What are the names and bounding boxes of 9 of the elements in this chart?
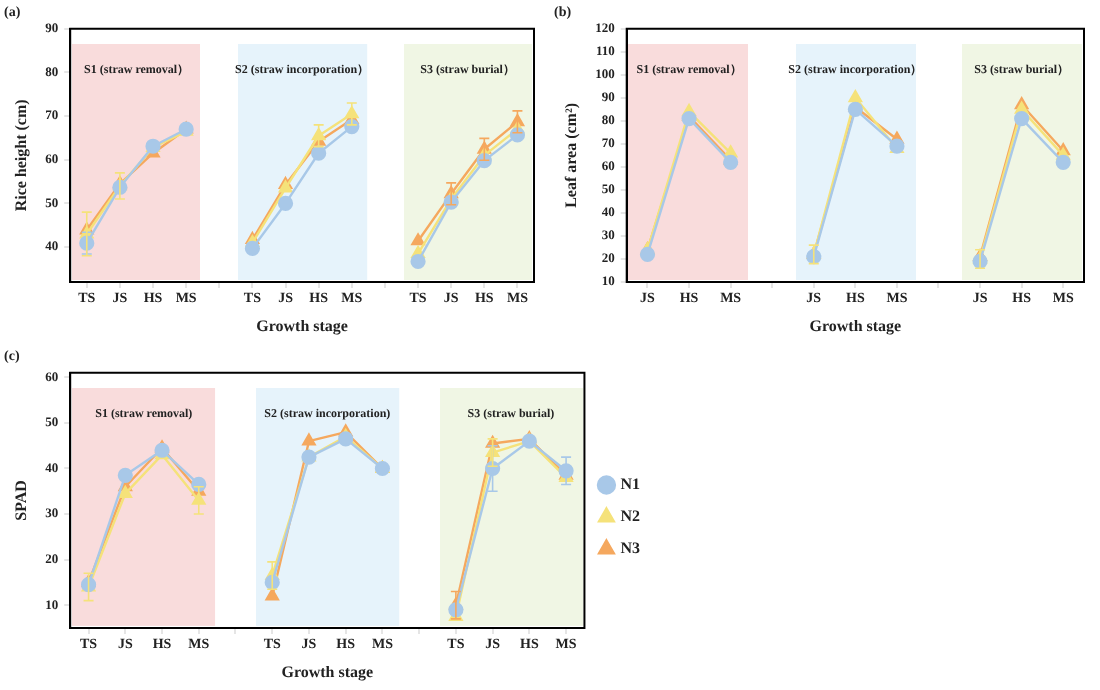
y-axis-title: Rice height (cm) bbox=[11, 98, 30, 212]
y-axis-title: Leaf area (cm²) bbox=[561, 102, 580, 208]
x-axis-title: Growth stage bbox=[809, 316, 903, 335]
legend-label: N2 bbox=[620, 507, 641, 526]
x-axis-title: Growth stage bbox=[281, 662, 375, 681]
legend-label: N1 bbox=[620, 475, 641, 494]
legend-label: N3 bbox=[620, 539, 641, 558]
y-axis-title: SPAD bbox=[11, 479, 30, 521]
x-axis-title: Growth stage bbox=[256, 316, 349, 335]
